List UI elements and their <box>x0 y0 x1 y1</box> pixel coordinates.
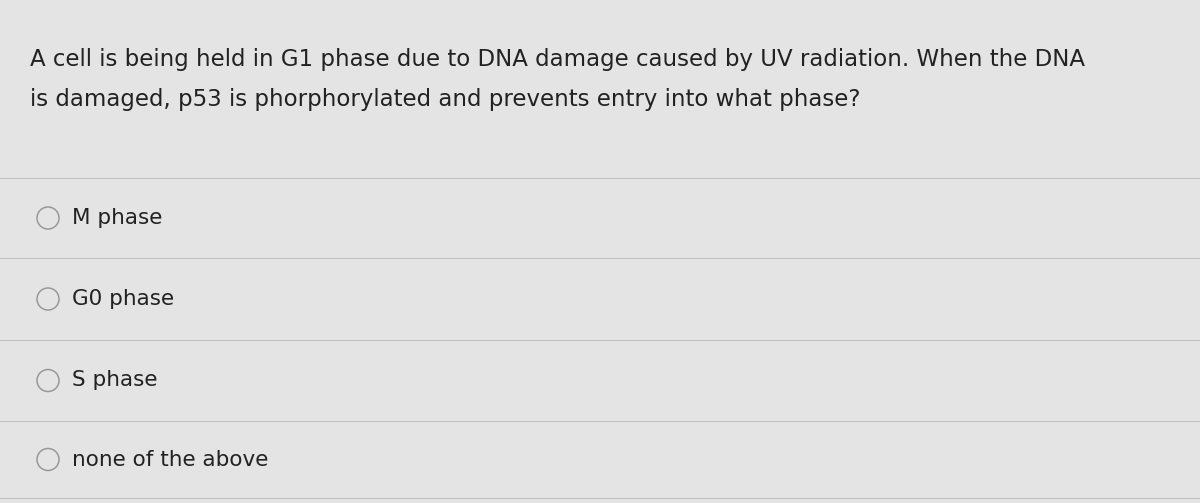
Text: none of the above: none of the above <box>72 450 269 469</box>
Text: G0 phase: G0 phase <box>72 289 174 309</box>
Text: M phase: M phase <box>72 208 162 228</box>
Text: S phase: S phase <box>72 371 157 390</box>
Text: is damaged, p53 is phorphorylated and prevents entry into what phase?: is damaged, p53 is phorphorylated and pr… <box>30 88 860 111</box>
Text: A cell is being held in G1 phase due to DNA damage caused by UV radiation. When : A cell is being held in G1 phase due to … <box>30 48 1085 71</box>
